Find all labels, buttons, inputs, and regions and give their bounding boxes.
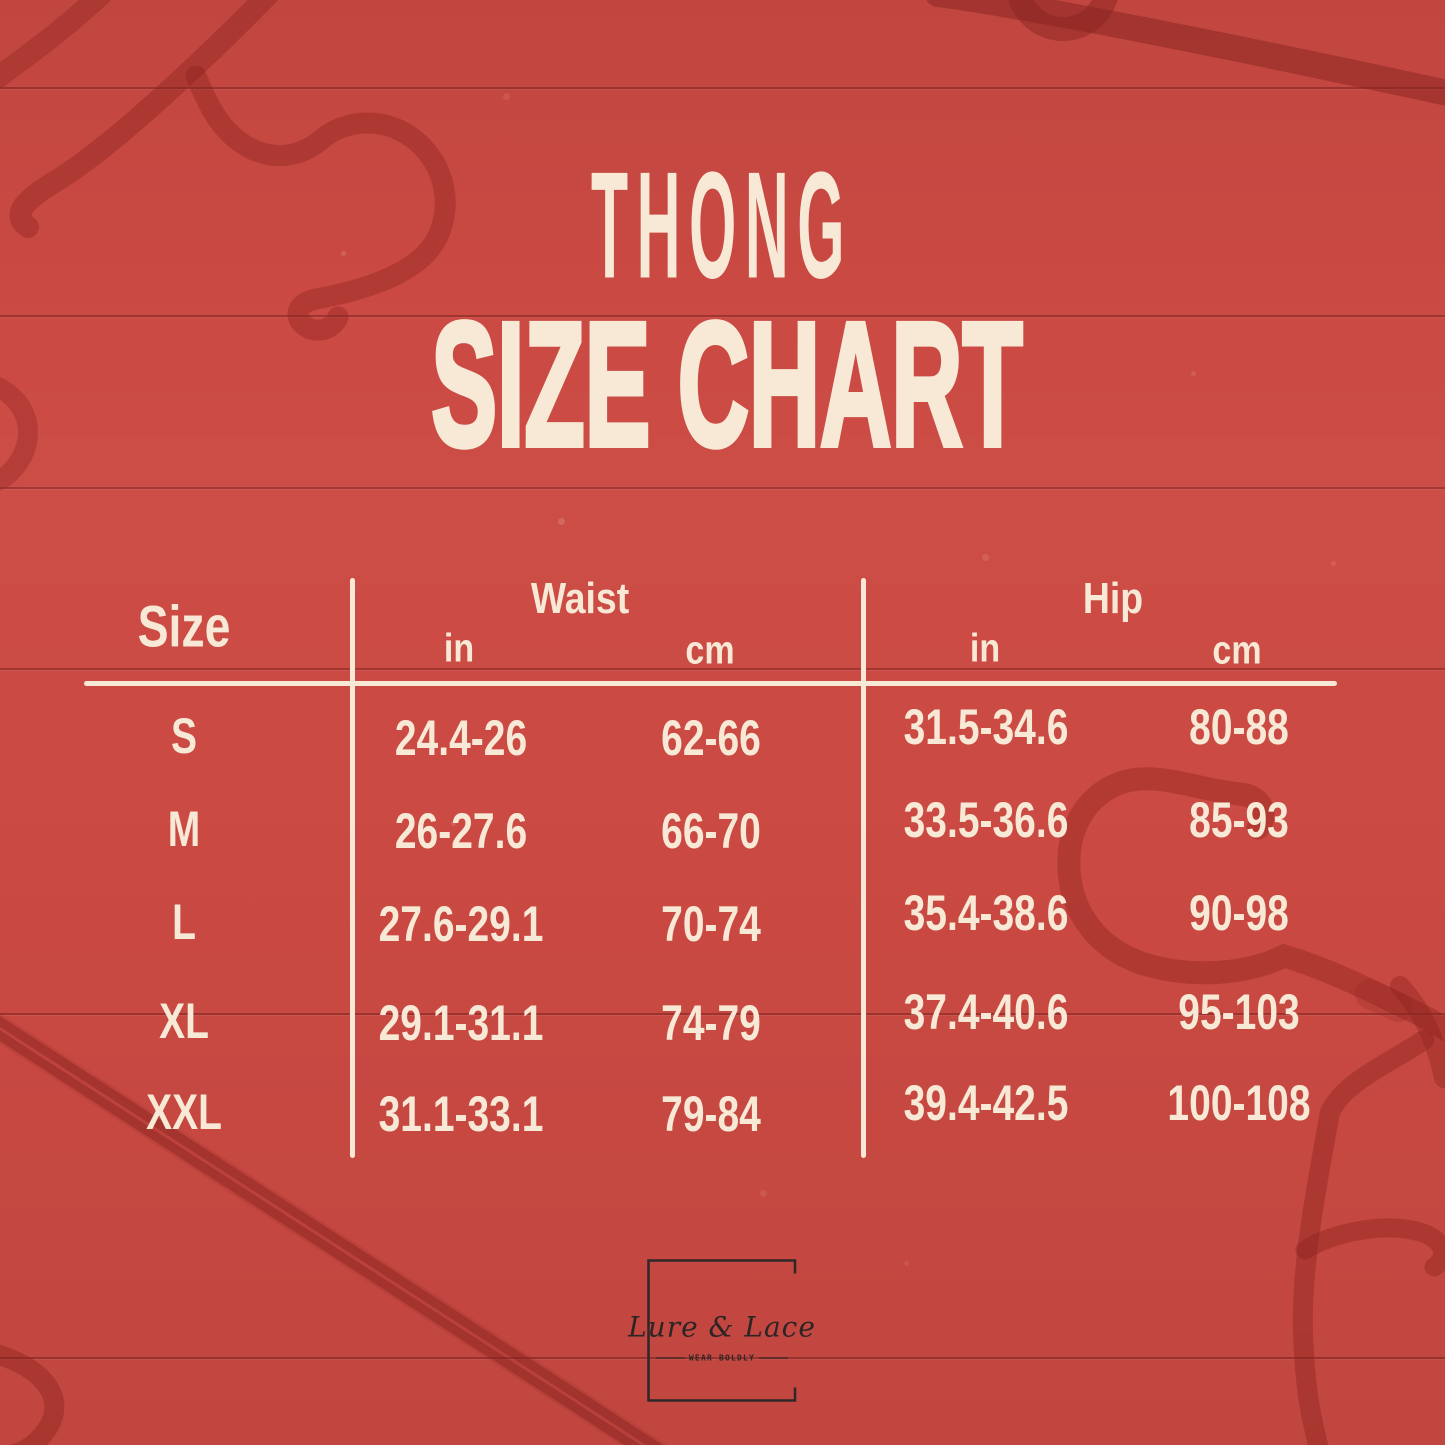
hanger-bar-top-left-icon (9, 0, 279, 238)
row-label-size: S (170, 708, 198, 764)
hanger-bar-bottom-left-icon (0, 1030, 641, 1445)
hanger-stem-bottom-right-icon (1292, 1030, 1434, 1445)
brand-name: Lure & Lace (628, 1310, 816, 1344)
cell-waist-in: 26-27.6 (394, 803, 528, 859)
cell-hip-cm: 100-108 (1167, 1075, 1311, 1131)
cell-hip-cm: 95-103 (1178, 984, 1300, 1040)
cell-waist-cm: 79-84 (661, 1086, 761, 1142)
hanger-hook-bottom-left-icon (0, 1344, 65, 1445)
column-group-hip: Hip (1082, 574, 1144, 623)
wood-plank-line (0, 1013, 1445, 1015)
hanger-loop-top-right-icon (1008, 0, 1118, 41)
row-label-size: XXL (146, 1084, 222, 1140)
hanger-bar-corner-icon (0, 0, 112, 90)
hanger-ferrule-icon (1355, 979, 1413, 1022)
cell-hip-in: 31.5-34.6 (903, 699, 1069, 755)
table-header-rule (84, 681, 1337, 686)
column-header-waist-in: in (443, 626, 475, 671)
wood-plank-line (0, 315, 1445, 317)
cell-hip-in: 39.4-42.5 (903, 1075, 1069, 1131)
cell-hip-cm: 85-93 (1189, 792, 1289, 848)
cell-hip-cm: 80-88 (1189, 699, 1289, 755)
hanger-bar-top-right-icon (926, 0, 1445, 106)
column-header-hip-cm: cm (1212, 628, 1262, 673)
hanger-bar-right-edge-icon (1390, 976, 1445, 1088)
cell-hip-in: 37.4-40.6 (903, 984, 1069, 1040)
logo-frame-icon (647, 1259, 797, 1402)
tagline-rule-right (759, 1357, 789, 1359)
hanger-hook-top-left-icon (185, 65, 456, 341)
cell-hip-in: 33.5-36.6 (903, 792, 1069, 848)
row-label-size: L (172, 894, 196, 950)
cell-waist-cm: 70-74 (661, 896, 761, 952)
column-group-waist: Waist (530, 574, 630, 623)
wood-plank-line (0, 668, 1445, 670)
row-label-size: M (167, 801, 201, 857)
hanger-hook-mid-right-icon (1057, 767, 1445, 1043)
hanger-hook-left-edge-icon (0, 377, 38, 491)
table-column-separator-right (861, 578, 866, 1158)
column-header-waist-cm: cm (685, 628, 735, 673)
hanger-bar-bottom-left-shadow-icon (0, 1013, 668, 1445)
title-size-chart: SIZE CHART (430, 284, 1025, 486)
title-product: THONG (590, 140, 854, 311)
hanger-hook-bottom-right-icon (1295, 1218, 1445, 1277)
tagline-rule-left (655, 1357, 685, 1359)
table-column-separator-left (350, 578, 355, 1158)
wood-plank-line (0, 87, 1445, 89)
column-header-size: Size (137, 594, 231, 660)
cell-waist-in: 31.1-33.1 (378, 1086, 544, 1142)
brand-tagline: WEAR BOLDLY (688, 1353, 756, 1363)
cell-hip-cm: 90-98 (1189, 885, 1289, 941)
cell-waist-in: 27.6-29.1 (378, 896, 544, 952)
wood-plank-line (0, 487, 1445, 489)
brand-logo (640, 1252, 805, 1408)
cell-waist-cm: 66-70 (661, 803, 761, 859)
cell-waist-cm: 74-79 (661, 995, 761, 1051)
brand-tagline-row: WEAR BOLDLY (655, 1353, 789, 1363)
wood-plank-line (0, 1357, 1445, 1359)
cell-waist-cm: 62-66 (661, 710, 761, 766)
cell-waist-in: 29.1-31.1 (378, 995, 544, 1051)
row-label-size: XL (159, 993, 209, 1049)
cell-hip-in: 35.4-38.6 (903, 885, 1069, 941)
hanger-bar-bottom-left-icon (0, 1016, 663, 1445)
cell-waist-in: 24.4-26 (394, 710, 528, 766)
column-header-hip-in: in (969, 626, 1001, 671)
